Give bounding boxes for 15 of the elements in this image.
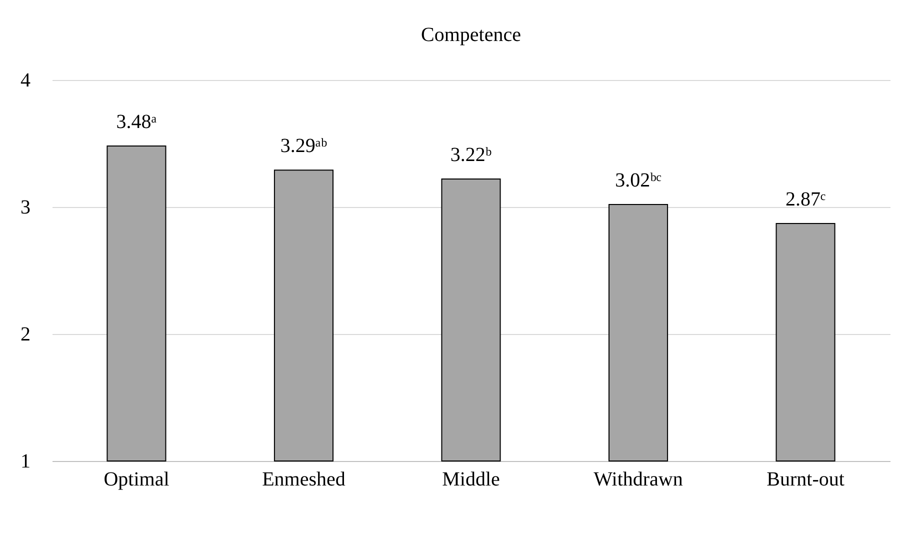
x-tick-label: Burnt-out [766, 468, 845, 490]
x-tick-label: Middle [442, 468, 500, 490]
chart-title: Competence [421, 24, 522, 46]
data-label: 3.29ᵃᵇ [280, 135, 328, 158]
data-label: 3.02ᵇᶜ [615, 169, 662, 192]
data-label: 3.22ᵇ [450, 144, 492, 166]
data-label: 2.87ᶜ [785, 188, 826, 211]
x-tick-label: Optimal [104, 468, 170, 490]
x-tick-label: Withdrawn [594, 468, 683, 490]
y-tick-label: 4 [20, 70, 30, 92]
y-tick-label: 3 [20, 196, 30, 218]
y-tick-label: 2 [20, 324, 30, 346]
data-label: 3.48ᵃ [116, 111, 158, 134]
x-tick-label: Enmeshed [262, 468, 346, 490]
y-tick-label: 1 [20, 450, 30, 472]
